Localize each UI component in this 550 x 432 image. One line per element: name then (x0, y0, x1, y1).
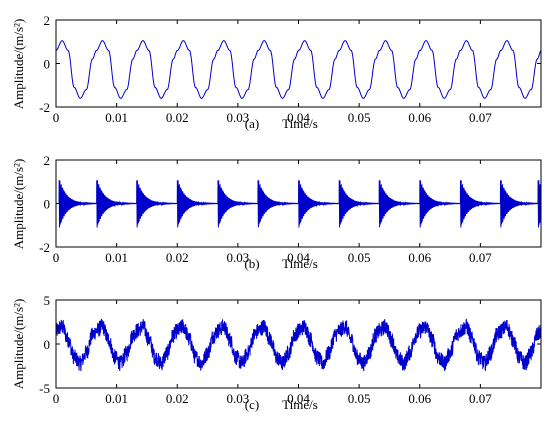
x-tick-label: 0.01 (105, 391, 128, 406)
y-axis-label: Amplitude/(m/s²) (11, 159, 26, 250)
y-tick-label: 0 (44, 337, 51, 352)
x-tick-label: 0.07 (469, 110, 492, 125)
x-tick-label: 0.01 (105, 110, 128, 125)
x-tick-label: 0.06 (408, 250, 431, 265)
y-tick-label: 2 (44, 13, 51, 28)
x-tick-label: 0.06 (408, 110, 431, 125)
panel-caption: (a) (245, 116, 259, 131)
x-tick-label: 0.06 (408, 391, 431, 406)
x-tick-label: 0 (53, 250, 60, 265)
y-axis-label: Amplitude/(m/s²) (11, 19, 26, 110)
panel-caption: (b) (244, 256, 259, 271)
axes-frame (55, 299, 542, 389)
axes-frame (55, 19, 542, 108)
x-tick-label: 0 (53, 110, 60, 125)
y-tick-label: -2 (39, 240, 50, 255)
x-tick-label: 0.05 (348, 110, 371, 125)
chart-panel-a: 0 0.01 0.02 0.03 0.04 0.05 0.06 0.07-202Amplitu… (11, 13, 542, 131)
x-tick-label: 0.02 (166, 391, 189, 406)
x-tick-label: 0.03 (227, 110, 250, 125)
x-tick-label: 0.04 (287, 110, 310, 125)
x-axis-label: Time/s (282, 397, 318, 412)
x-tick-label: 0.04 (287, 250, 310, 265)
y-axis-label: Amplitude/(m/s²) (11, 299, 26, 390)
series-line (56, 180, 541, 228)
panel-caption: (c) (245, 397, 259, 412)
chart-panel-c: 0 0.01 0.02 0.03 0.04 0.05 0.06 0.07-505Amplitu… (11, 293, 542, 412)
x-tick-label: 0.07 (469, 250, 492, 265)
x-tick-label: 0.03 (227, 391, 250, 406)
series-line (56, 318, 541, 372)
x-tick-label: 0.03 (227, 250, 250, 265)
x-tick-label: 0.05 (348, 391, 371, 406)
x-axis-label: Time/s (282, 256, 318, 271)
y-tick-label: 2 (44, 153, 51, 168)
x-tick-label: 0.02 (166, 110, 189, 125)
y-tick-label: 0 (44, 197, 51, 212)
x-tick-label: 0 (53, 391, 60, 406)
x-axis-label: Time/s (282, 116, 318, 131)
x-tick-label: 0.04 (287, 391, 310, 406)
x-tick-label: 0.02 (166, 250, 189, 265)
y-tick-label: 5 (44, 293, 51, 308)
series-line (56, 40, 541, 99)
y-tick-label: -2 (39, 100, 50, 115)
y-tick-label: -5 (39, 381, 50, 396)
chart-panel-b: 0 0.01 0.02 0.03 0.04 0.05 0.06 0.07-202Amplitu… (11, 153, 542, 271)
y-tick-label: 0 (44, 57, 51, 72)
x-tick-label: 0.07 (469, 391, 492, 406)
x-tick-label: 0.05 (348, 250, 371, 265)
x-tick-label: 0.01 (105, 250, 128, 265)
